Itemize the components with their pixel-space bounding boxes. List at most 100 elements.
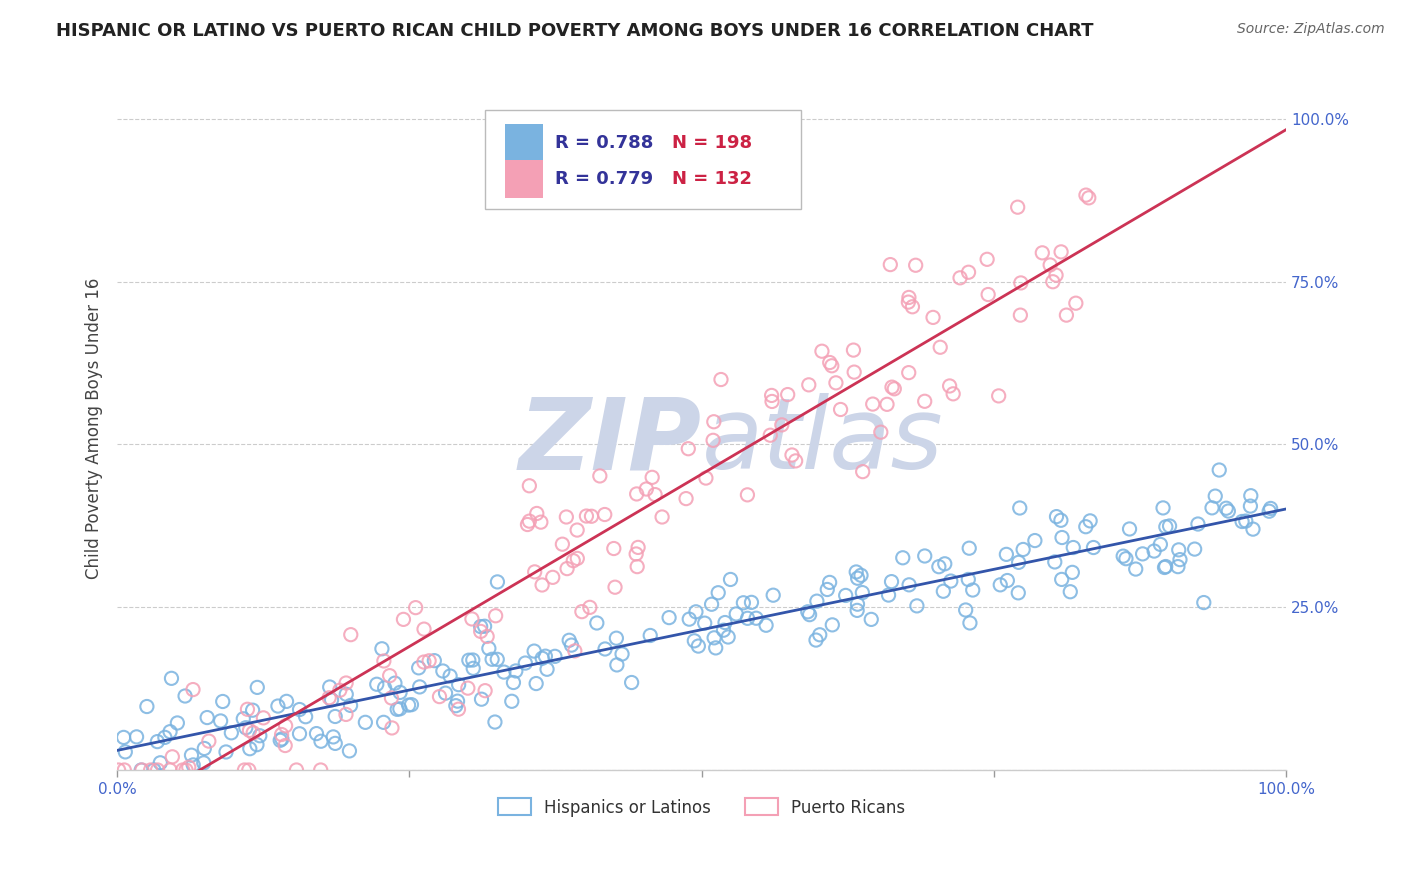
Text: N = 132: N = 132	[672, 169, 752, 187]
Puerto Ricans	[519, 479, 541, 493]
Hispanics or Latinos	[270, 731, 292, 746]
Puerto Ricans	[785, 454, 807, 468]
Puerto Ricans	[530, 515, 553, 529]
Hispanics or Latinos	[423, 654, 446, 668]
Puerto Ricans	[1010, 308, 1032, 322]
Hispanics or Latinos	[384, 676, 406, 690]
Hispanics or Latinos	[1154, 520, 1177, 534]
Hispanics or Latinos	[799, 607, 821, 622]
Puerto Ricans	[942, 387, 965, 401]
Puerto Ricans	[761, 388, 783, 402]
Puerto Ricans	[627, 541, 650, 555]
Hispanics or Latinos	[294, 709, 316, 723]
Puerto Ricans	[405, 600, 427, 615]
Hispanics or Latinos	[1192, 596, 1215, 610]
Hispanics or Latinos	[305, 726, 328, 740]
Puerto Ricans	[233, 763, 256, 777]
Puerto Ricans	[564, 644, 586, 658]
Puerto Ricans	[1010, 276, 1032, 290]
Puerto Ricans	[897, 366, 920, 380]
Hispanics or Latinos	[209, 714, 232, 728]
Hispanics or Latinos	[221, 726, 243, 740]
Hispanics or Latinos	[700, 597, 723, 611]
Hispanics or Latinos	[149, 756, 172, 770]
Hispanics or Latinos	[267, 699, 290, 714]
Hispanics or Latinos	[957, 541, 980, 556]
Hispanics or Latinos	[288, 727, 311, 741]
Puerto Ricans	[555, 510, 578, 524]
Hispanics or Latinos	[135, 699, 157, 714]
Hispanics or Latinos	[593, 642, 616, 657]
Puerto Ricans	[373, 654, 395, 668]
Hispanics or Latinos	[160, 671, 183, 685]
Hispanics or Latinos	[928, 559, 950, 574]
Hispanics or Latinos	[737, 611, 759, 625]
Hispanics or Latinos	[1218, 504, 1240, 518]
Hispanics or Latinos	[142, 763, 165, 777]
Hispanics or Latinos	[470, 619, 492, 633]
Puerto Ricans	[626, 487, 648, 501]
Puerto Ricans	[675, 491, 697, 506]
Puerto Ricans	[381, 721, 404, 735]
Text: HISPANIC OR LATINO VS PUERTO RICAN CHILD POVERTY AMONG BOYS UNDER 16 CORRELATION: HISPANIC OR LATINO VS PUERTO RICAN CHILD…	[56, 22, 1094, 40]
Puerto Ricans	[1054, 308, 1077, 322]
Text: ZIP: ZIP	[519, 393, 702, 491]
Hispanics or Latinos	[1007, 586, 1029, 600]
Hispanics or Latinos	[905, 599, 928, 613]
Puerto Ricans	[593, 508, 616, 522]
Hispanics or Latinos	[112, 731, 135, 745]
Hispanics or Latinos	[703, 631, 725, 645]
Puerto Ricans	[603, 541, 626, 556]
Puerto Ricans	[177, 760, 200, 774]
Hispanics or Latinos	[474, 619, 496, 633]
Hispanics or Latinos	[288, 702, 311, 716]
Hispanics or Latinos	[1204, 489, 1226, 503]
Puerto Ricans	[780, 448, 803, 462]
Puerto Ricans	[957, 265, 980, 279]
Puerto Ricans	[174, 763, 197, 777]
Hispanics or Latinos	[492, 665, 515, 679]
Text: R = 0.779: R = 0.779	[555, 169, 654, 187]
Puerto Ricans	[977, 287, 1000, 301]
Puerto Ricans	[641, 470, 664, 484]
Puerto Ricans	[1074, 188, 1097, 202]
Puerto Ricans	[678, 442, 700, 456]
Hispanics or Latinos	[558, 633, 581, 648]
Puerto Ricans	[949, 270, 972, 285]
Puerto Ricans	[821, 359, 844, 373]
Puerto Ricans	[447, 702, 470, 716]
Puerto Ricans	[1064, 296, 1087, 310]
Hispanics or Latinos	[159, 724, 181, 739]
Puerto Ricans	[636, 482, 658, 496]
Puerto Ricans	[159, 763, 181, 777]
Hispanics or Latinos	[505, 664, 527, 678]
Hispanics or Latinos	[714, 615, 737, 630]
Puerto Ricans	[879, 258, 901, 272]
Hispanics or Latinos	[818, 575, 841, 590]
Puerto Ricans	[897, 295, 920, 310]
Hispanics or Latinos	[478, 641, 501, 656]
Hispanics or Latinos	[388, 702, 411, 716]
Hispanics or Latinos	[1045, 509, 1067, 524]
Hispanics or Latinos	[461, 653, 484, 667]
Hispanics or Latinos	[1241, 522, 1264, 536]
Hispanics or Latinos	[446, 694, 468, 708]
Puerto Ricans	[825, 376, 848, 390]
Puerto Ricans	[285, 763, 308, 777]
Puerto Ricans	[1050, 244, 1073, 259]
Hispanics or Latinos	[195, 710, 218, 724]
Hispanics or Latinos	[808, 628, 831, 642]
Puerto Ricans	[842, 343, 865, 357]
Hispanics or Latinos	[354, 715, 377, 730]
Hispanics or Latinos	[534, 649, 557, 664]
Hispanics or Latinos	[1168, 552, 1191, 566]
Puerto Ricans	[242, 726, 264, 740]
Puerto Ricans	[737, 488, 759, 502]
Hispanics or Latinos	[153, 731, 176, 745]
Hispanics or Latinos	[524, 676, 547, 690]
Hispanics or Latinos	[1125, 562, 1147, 576]
Puerto Ricans	[852, 465, 875, 479]
Hispanics or Latinos	[531, 651, 554, 665]
Puerto Ricans	[475, 630, 498, 644]
Puerto Ricans	[897, 290, 920, 304]
